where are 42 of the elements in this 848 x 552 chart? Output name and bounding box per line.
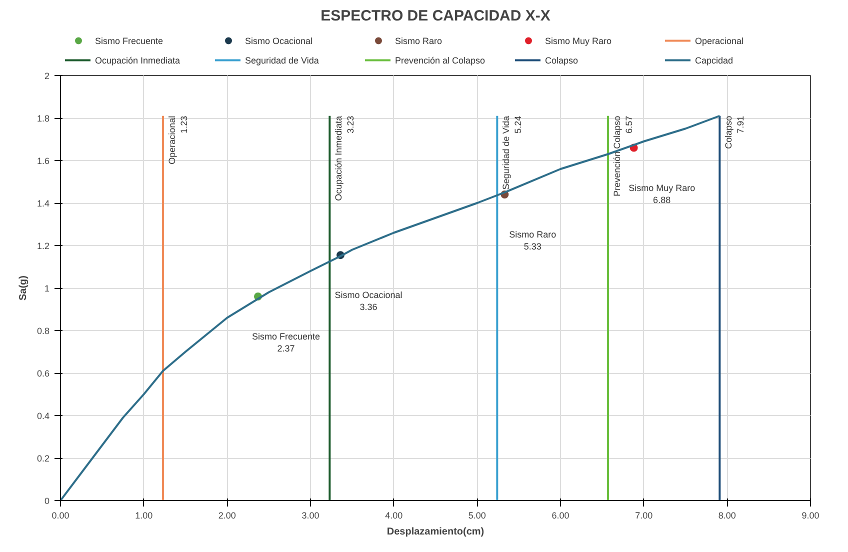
y-tick-label: 2 (44, 71, 50, 81)
y-tick-label: 1 (44, 284, 50, 294)
y-tick-label: 1.2 (36, 241, 50, 251)
x-tick-label: 6.00 (552, 510, 570, 520)
y-tick-label: 1.8 (36, 114, 50, 124)
y-tick-label: 0.6 (36, 368, 50, 378)
chart-title: ESPECTRO DE CAPACIDAD X-X (320, 8, 550, 24)
annotation: Operacional 1.23 (167, 116, 189, 164)
annotation: Sismo Raro 5.33 (509, 230, 556, 252)
y-tick-label: 1.4 (36, 198, 50, 208)
annotation: Sismo Ocacional 3.36 (334, 290, 402, 312)
x-tick-label: 8.00 (718, 510, 736, 520)
legend-label: Colapso (545, 55, 578, 66)
x-tick-label: 3.00 (302, 510, 320, 520)
x-tick-label: 5.00 (468, 510, 486, 520)
x-tick-label: 7.00 (635, 510, 653, 520)
annotation: Seguridad de Vida 5.24 (501, 116, 524, 190)
annotation: Sismo Frecuente 2.37 (252, 332, 320, 354)
legend-label: Sismo Raro (395, 36, 442, 46)
x-tick-label: 9.00 (802, 510, 820, 520)
y-axis-title: Sa(g) (18, 276, 29, 300)
x-tick-label: 0.00 (52, 510, 70, 520)
y-tick-label: 1.6 (36, 156, 50, 166)
legend-label: Seguridad de Vida (245, 55, 319, 66)
legend-label: Operacional (695, 36, 744, 46)
annotation: Ocupación Inmediata 3.23 (334, 116, 356, 201)
y-tick-label: 0.4 (36, 411, 50, 421)
x-tick-label: 2.00 (218, 510, 236, 520)
y-tick-label: 0 (44, 496, 50, 506)
legend-label: Sismo Frecuente (95, 36, 164, 46)
x-tick-label: 4.00 (385, 510, 403, 520)
annotation: Sismo Muy Raro 6.88 (628, 182, 696, 205)
legend-label: Prevención al Colapso (395, 55, 486, 66)
legend-label: Sismo Muy Raro (545, 36, 612, 46)
y-tick-label: 0.2 (36, 454, 50, 464)
legend-label: Capcidad (695, 55, 734, 66)
x-axis-title: Desplazamiento(cm) (386, 526, 484, 538)
x-tick-label: 1.00 (135, 510, 153, 520)
y-tick-label: 0.8 (36, 326, 50, 336)
legend-label: Sismo Ocacional (245, 36, 313, 46)
annotation: Colapso 7.91 (724, 116, 746, 149)
legend-label: Ocupación Inmediata (95, 55, 180, 66)
